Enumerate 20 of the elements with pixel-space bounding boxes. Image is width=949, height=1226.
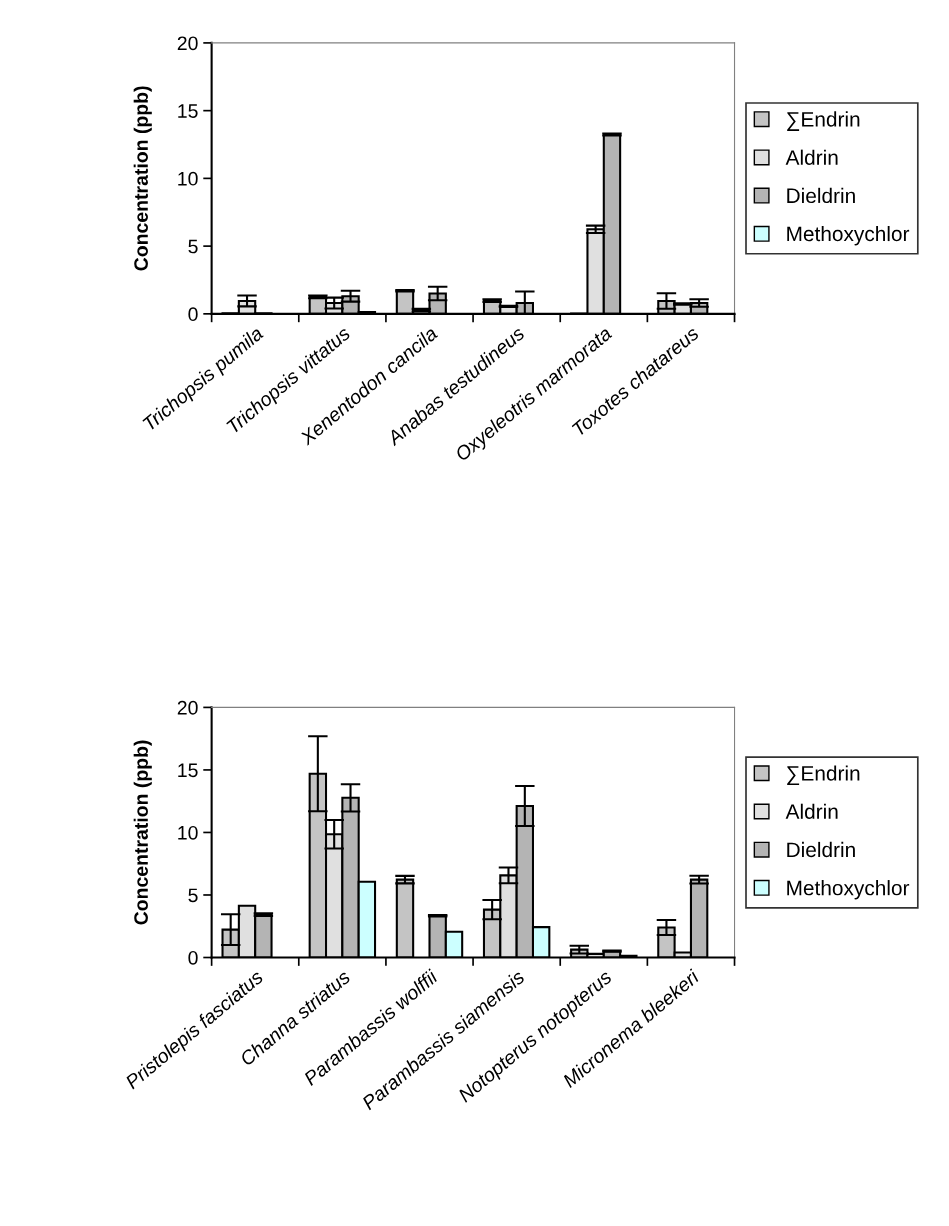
legend-label: Aldrin — [785, 803, 838, 820]
y-axis-title: Concentration (ppb) — [133, 86, 152, 271]
legend-label: Methoxychlor — [787, 225, 910, 246]
legend-label: ∑Endrin — [787, 765, 860, 785]
y-tick-label: 0 — [188, 950, 198, 965]
legend-label: Dieldrin — [787, 841, 855, 858]
y-tick-label: 15 — [178, 763, 198, 778]
y-tick-label: 5 — [188, 239, 198, 254]
legend-label: Methoxychlor — [787, 880, 910, 900]
legend-label: Aldrin — [785, 149, 838, 165]
y-tick-label: 15 — [178, 104, 198, 118]
y-tick-label: 0 — [188, 307, 198, 322]
y-axis-title: Concentration (ppb) — [133, 740, 152, 925]
y-tick-label: 10 — [178, 171, 198, 186]
legend-label: Dieldrin — [787, 187, 855, 204]
y-tick-label: 20 — [177, 700, 198, 715]
legend-label: ∑Endrin — [787, 111, 860, 131]
y-tick-label: 20 — [177, 36, 198, 51]
y-tick-label: 5 — [188, 888, 198, 903]
y-tick-label: 10 — [178, 825, 198, 840]
